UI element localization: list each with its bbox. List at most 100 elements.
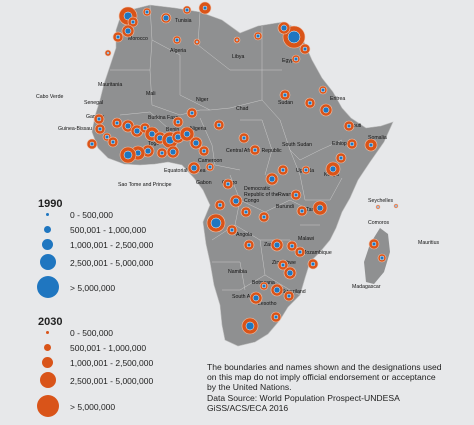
city-1990-marker <box>287 30 301 44</box>
city-1990-marker <box>394 204 398 208</box>
label-lesotho: Lesotho <box>258 301 277 307</box>
label-cabo-verde: Cabo Verde <box>36 94 64 100</box>
label-algeria: Algeria <box>170 48 186 54</box>
label-swaziland: Swaziland <box>282 289 306 295</box>
city-1990-marker <box>261 283 267 289</box>
disclaimer-line-3: by the United Nations. <box>207 382 292 393</box>
city-1990-marker <box>316 204 324 212</box>
city-markers <box>86 1 399 335</box>
label-egypt: Egypt <box>282 58 296 64</box>
disclaimer-line-2: on this map do not imply official endors… <box>207 372 436 383</box>
city-1990-marker <box>148 130 156 138</box>
city-1990-marker <box>280 167 286 173</box>
label-mauritania: Mauritania <box>98 82 122 88</box>
city-1990-marker <box>322 106 330 114</box>
label-morocco: Morocco <box>128 36 148 42</box>
city-1990-marker <box>124 122 132 130</box>
city-1990-marker <box>255 33 261 39</box>
city-1990-marker <box>307 100 313 106</box>
label-south-sudan: South Sudan <box>282 142 312 148</box>
city-1990-marker <box>207 164 213 170</box>
city-1990-marker <box>280 262 286 268</box>
city-1990-marker <box>97 126 103 132</box>
city-1990-marker <box>232 197 240 205</box>
city-1990-marker <box>217 202 223 208</box>
city-1990-marker <box>268 175 276 183</box>
city-1990-marker <box>144 9 150 15</box>
label-drc-2: Republic of the <box>244 192 279 198</box>
label-namibia: Namibia <box>228 269 247 275</box>
city-1990-marker <box>273 286 281 294</box>
label-cameroon: Cameroon <box>198 158 222 164</box>
label-nigeria: Nigeria <box>190 126 207 132</box>
city-1990-marker <box>286 269 294 277</box>
label-burkina-faso: Burkina Faso <box>148 115 179 121</box>
label-niger: Niger <box>196 97 209 103</box>
label-benin: Benin <box>166 127 179 133</box>
city-1990-marker <box>89 141 95 147</box>
city-1990-marker <box>252 294 260 302</box>
city-1990-marker <box>210 217 222 229</box>
label-madagascar: Madagascar <box>352 284 381 290</box>
city-1990-marker <box>174 37 180 43</box>
city-1990-marker <box>201 148 207 154</box>
label-mauritius: Mauritius <box>418 240 439 246</box>
label-drc-1: Democratic <box>244 186 271 192</box>
city-1990-marker <box>245 321 255 331</box>
country-borders <box>110 4 343 296</box>
city-1990-marker <box>216 122 222 128</box>
city-1990-marker <box>243 209 249 215</box>
label-eritrea: Eritrea <box>330 96 345 102</box>
city-1990-marker <box>114 120 120 126</box>
label-sao-tome-and-principe: Sao Tome and Principe <box>118 182 172 188</box>
city-1990-marker <box>280 24 288 32</box>
city-1990-marker <box>104 134 110 140</box>
city-1990-marker <box>184 7 190 13</box>
city-1990-marker <box>379 255 385 261</box>
city-1990-marker <box>310 261 316 267</box>
label-gabon: Gabon <box>196 180 212 186</box>
city-1990-marker <box>144 147 152 155</box>
city-1990-marker <box>225 181 231 187</box>
label-togo: Togo <box>148 141 159 147</box>
city-1990-marker <box>376 205 380 209</box>
city-1990-marker <box>124 27 132 35</box>
city-1990-marker <box>286 293 292 299</box>
city-1990-marker <box>320 87 326 93</box>
label-equatorial-guinea: Equatorial Guinea <box>164 168 206 174</box>
africa-landmass <box>91 4 394 347</box>
city-1990-marker <box>195 40 199 44</box>
disclaimer-line-1: The boundaries and names shown and the d… <box>207 362 442 372</box>
city-1990-marker <box>142 125 148 131</box>
city-1990-marker <box>303 167 309 173</box>
city-1990-marker <box>252 147 258 153</box>
label-libya: Libya <box>232 54 245 60</box>
label-drc-3: Congo <box>244 198 259 204</box>
footnote: The boundaries and names shown and the d… <box>207 362 469 413</box>
city-1990-marker <box>338 155 344 161</box>
credit: GiSS/ACS/ECA 2016 <box>207 402 289 413</box>
city-1990-marker <box>162 14 170 22</box>
label-ethiopia: Ethiopia <box>332 141 351 147</box>
city-1990-marker <box>289 243 295 249</box>
data-source: Data Source: World Population Prospect-U… <box>207 392 400 403</box>
madagascar-landmass <box>364 228 390 284</box>
label-burundi: Burundi <box>276 204 294 210</box>
city-1990-marker <box>115 34 121 40</box>
label-mozambique: Mozambique <box>302 250 332 256</box>
label-senegal: Senegal <box>84 100 103 106</box>
label-tunisia: Tunisia <box>175 18 192 24</box>
city-1990-marker <box>190 164 198 172</box>
city-1990-marker <box>273 241 281 249</box>
label-rwanda: Rwanda <box>278 192 297 198</box>
label-seychelles: Seychelles <box>368 198 393 204</box>
city-1990-marker <box>273 314 279 320</box>
city-1990-marker <box>246 242 252 248</box>
city-1990-marker <box>349 141 355 147</box>
label-comoros: Comoros <box>368 220 389 226</box>
city-1990-marker <box>183 130 191 138</box>
city-1990-marker <box>346 123 352 129</box>
city-1990-marker <box>175 119 181 125</box>
label-south-africa: South Africa <box>232 294 260 300</box>
label-guinea-bissau: Guinea-Bissau <box>58 126 92 132</box>
